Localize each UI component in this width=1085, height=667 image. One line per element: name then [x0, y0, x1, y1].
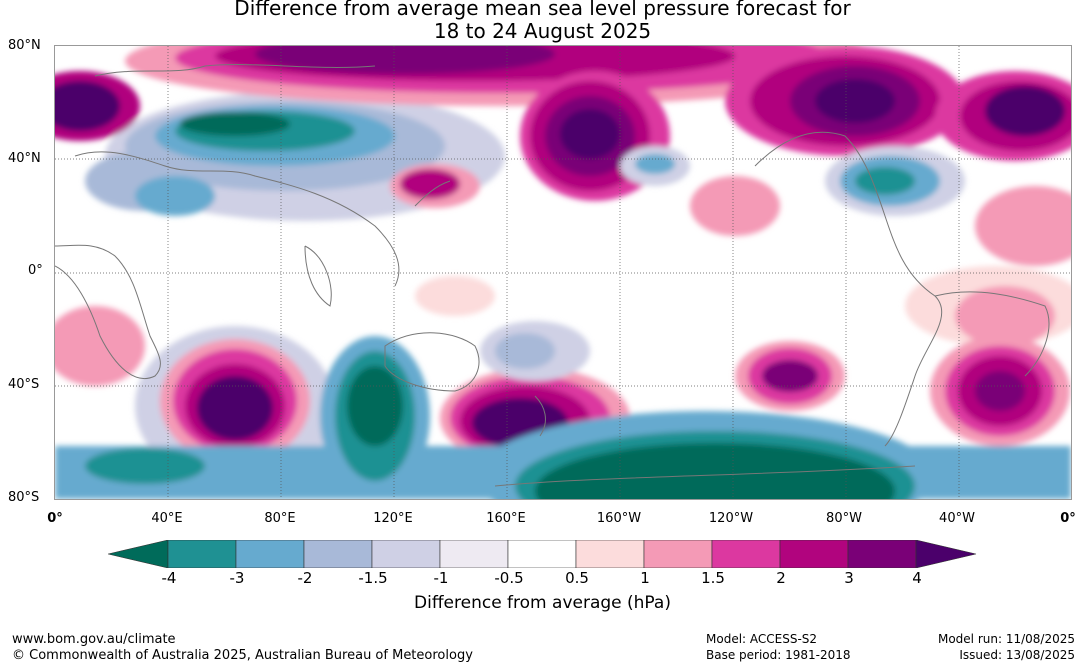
colorbar-tick: -2 [297, 569, 313, 587]
colorbar-tick: 1 [640, 569, 650, 587]
footer-model-run: Model run: 11/08/2025 [937, 632, 1075, 646]
colorbar-arrow-low [108, 540, 169, 568]
footer-copyright: © Commonwealth of Australia 2025, Austra… [12, 648, 473, 663]
lat-label-equator: 0° [28, 263, 43, 278]
lon-label-0-right: 0° [1060, 511, 1076, 526]
coastlines [55, 64, 1050, 487]
colorbar-arrow-high [915, 540, 977, 568]
lat-label-40s: 40°S [8, 377, 40, 392]
map-title: Difference from average mean sea level p… [0, 0, 1085, 43]
colorbar-legend [108, 540, 977, 568]
footer-website[interactable]: www.bom.gov.au/climate [12, 632, 176, 647]
colorbar-segment [779, 540, 849, 568]
lat-label-80s: 80°S [8, 490, 40, 505]
colorbar-tick: 4 [912, 569, 922, 587]
footer-issued: Issued: 13/08/2025 [959, 648, 1075, 662]
lon-label-160w: 160°W [596, 511, 642, 526]
pressure-anomaly-map [54, 45, 1072, 500]
lon-label-40w: 40°W [939, 511, 975, 526]
lon-label-80e: 80°E [264, 511, 296, 526]
map-canvas [55, 46, 1071, 499]
colorbar-tick: -0.5 [494, 569, 524, 587]
colorbar-tick: 2 [776, 569, 786, 587]
colorbar-segment [507, 540, 577, 568]
colorbar-segment [371, 540, 441, 568]
colorbar-segment [643, 540, 713, 568]
colorbar-tick: -1.5 [358, 569, 388, 587]
title-line-2: 18 to 24 August 2025 [433, 19, 652, 43]
colorbar-tick: 0.5 [565, 569, 589, 587]
lat-label-80n: 80°N [8, 38, 41, 53]
colorbar-segment [235, 540, 305, 568]
colorbar-tick: -3 [229, 569, 245, 587]
lat-label-40n: 40°N [8, 151, 41, 166]
colorbar-tick: -1 [433, 569, 449, 587]
colorbar-segment [439, 540, 509, 568]
colorbar-tick: -4 [161, 569, 177, 587]
lon-label-0: 0° [47, 511, 63, 526]
title-line-1: Difference from average mean sea level p… [234, 0, 851, 20]
lon-label-40e: 40°E [151, 511, 183, 526]
lon-label-80w: 80°W [826, 511, 862, 526]
colorbar-segment [711, 540, 781, 568]
colorbar-segment [303, 540, 373, 568]
colorbar-tick: 1.5 [701, 569, 725, 587]
footer-model: Model: ACCESS-S2 [706, 632, 818, 646]
colorbar-tick: 3 [844, 569, 854, 587]
colorbar-segment [847, 540, 917, 568]
colorbar-segment [575, 540, 645, 568]
colorbar-segment [167, 540, 237, 568]
lon-label-120w: 120°W [708, 511, 754, 526]
lon-label-120e: 120°E [373, 511, 413, 526]
colorbar-title: Difference from average (hPa) [414, 593, 671, 613]
footer-base-period: Base period: 1981-2018 [706, 648, 851, 662]
lon-label-160e: 160°E [486, 511, 526, 526]
